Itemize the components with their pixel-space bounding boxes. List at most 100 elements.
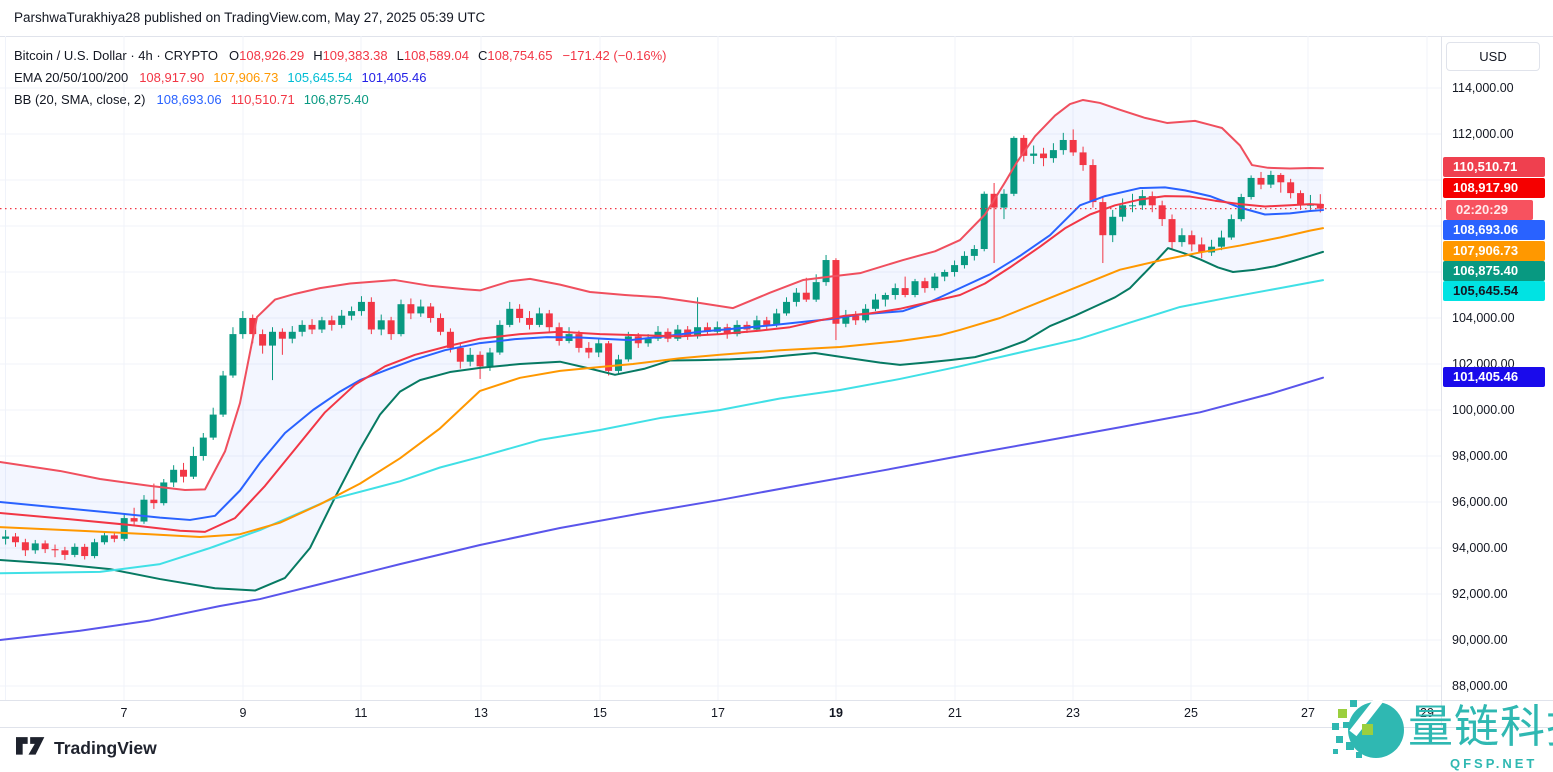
candle bbox=[1188, 230, 1196, 252]
tradingview-logo-text: TradingView bbox=[54, 737, 157, 758]
y-axis-label: 88,000.00 bbox=[1452, 679, 1508, 693]
candle bbox=[387, 316, 395, 340]
x-axis-label: 7 bbox=[120, 706, 128, 720]
y-axis-label: 96,000.00 bbox=[1452, 495, 1508, 509]
bb-value: 108,693.06 bbox=[156, 92, 222, 107]
brand-watermark-domain: QFSP.NET bbox=[1450, 756, 1538, 771]
chart-plot-area[interactable] bbox=[0, 36, 1441, 700]
candle bbox=[1257, 171, 1265, 190]
candle bbox=[506, 301, 514, 328]
time-axis-divider bbox=[0, 700, 1553, 701]
candle bbox=[466, 347, 474, 367]
candle bbox=[1217, 230, 1225, 251]
candle bbox=[150, 483, 158, 509]
brand-logo-icon bbox=[1332, 695, 1406, 762]
brand-watermark-text: 量链科技 bbox=[1408, 701, 1553, 752]
x-axis-label: 13 bbox=[474, 706, 488, 720]
candle bbox=[555, 322, 563, 346]
ema-value: 108,917.90 bbox=[139, 70, 205, 85]
publisher-line: ParshwaTurakhiya28 published on TradingV… bbox=[14, 10, 486, 25]
candle bbox=[921, 277, 929, 293]
indicator-line-ema-20 bbox=[0, 195, 1324, 533]
candle bbox=[1297, 190, 1305, 210]
bb-value: 110,510.71 bbox=[230, 92, 295, 107]
indicator-line-ema-50 bbox=[0, 227, 1324, 538]
y-axis-label: 90,000.00 bbox=[1452, 633, 1508, 647]
candle bbox=[268, 327, 276, 381]
candle bbox=[61, 546, 69, 560]
candle bbox=[1277, 173, 1285, 193]
legend-ema-row[interactable]: EMA 20/50/100/200 108,917.90 107,906.73 105… bbox=[14, 67, 667, 89]
candle bbox=[1227, 214, 1235, 240]
candle bbox=[81, 543, 89, 560]
candle bbox=[585, 342, 593, 359]
tradingview-logo-icon bbox=[16, 737, 45, 755]
y-axis-label: 98,000.00 bbox=[1452, 449, 1508, 463]
candle bbox=[288, 326, 296, 344]
candle bbox=[219, 370, 227, 417]
legend-bb-row[interactable]: BB (20, SMA, close, 2) 108,693.06 110,510.… bbox=[14, 89, 667, 111]
x-axis-label: 29 bbox=[1420, 706, 1434, 720]
footer-divider bbox=[0, 727, 1553, 728]
brand-watermark: 量链科技 QFSP.NET bbox=[1332, 695, 1553, 772]
candle bbox=[1059, 132, 1067, 155]
candle bbox=[624, 331, 632, 362]
header-divider bbox=[0, 36, 1553, 37]
ema-value: 105,645.54 bbox=[287, 70, 353, 85]
candle bbox=[239, 311, 247, 339]
bb-value: 106,875.40 bbox=[303, 92, 369, 107]
candle bbox=[535, 307, 543, 328]
candle bbox=[308, 319, 316, 335]
candle bbox=[723, 323, 731, 339]
candle bbox=[357, 296, 365, 316]
currency-unit-button[interactable]: USD bbox=[1446, 42, 1540, 71]
y-axis-label: 94,000.00 bbox=[1452, 541, 1508, 555]
candle bbox=[397, 299, 405, 337]
price-badge: 107,906.73 bbox=[1443, 241, 1545, 261]
y-axis-label: 92,000.00 bbox=[1452, 587, 1508, 601]
candle bbox=[1306, 194, 1314, 210]
candle bbox=[130, 507, 138, 527]
y-axis-label: 114,000.00 bbox=[1452, 81, 1514, 95]
x-axis-label: 11 bbox=[354, 706, 368, 720]
price-badge: 108,693.06 bbox=[1443, 220, 1545, 240]
candle bbox=[417, 299, 425, 317]
candle bbox=[832, 258, 840, 341]
candle bbox=[911, 278, 919, 298]
indicator-line-bb-upper bbox=[0, 98, 1324, 492]
candle bbox=[51, 544, 59, 558]
candle bbox=[318, 316, 326, 333]
candle bbox=[1049, 143, 1057, 163]
x-axis-label: 9 bbox=[239, 706, 247, 720]
candle bbox=[437, 313, 445, 336]
ema-value: 101,405.46 bbox=[361, 70, 427, 85]
legend-symbol-row[interactable]: Bitcoin / U.S. Dollar · 4h · CRYPTO O108,… bbox=[14, 45, 667, 67]
tradingview-logo[interactable]: TradingView bbox=[16, 737, 157, 759]
candle bbox=[1069, 129, 1077, 156]
candle bbox=[703, 322, 711, 336]
candle bbox=[31, 539, 39, 554]
candle bbox=[545, 309, 553, 332]
candle bbox=[160, 479, 168, 506]
ohlc-letter: H bbox=[313, 48, 323, 63]
candle bbox=[960, 251, 968, 269]
ohlc-letter: O bbox=[228, 48, 240, 63]
ohlc-letter: L bbox=[396, 48, 404, 63]
price-badge: 110,510.71 bbox=[1443, 157, 1545, 177]
symbol-title: Bitcoin / U.S. Dollar · 4h · CRYPTO bbox=[14, 48, 218, 63]
candle bbox=[170, 465, 178, 488]
candle bbox=[595, 338, 603, 358]
candle bbox=[881, 292, 889, 307]
candle bbox=[1109, 209, 1117, 243]
candle bbox=[259, 329, 267, 354]
candle bbox=[278, 328, 286, 355]
candle bbox=[941, 269, 949, 282]
candle bbox=[1040, 147, 1048, 167]
price-change: −171.42 (−0.16%) bbox=[562, 48, 667, 63]
candle bbox=[1128, 193, 1136, 213]
candle bbox=[1158, 200, 1166, 226]
candle bbox=[209, 407, 217, 440]
candle bbox=[120, 513, 128, 542]
indicator-line-ema-200 bbox=[0, 376, 1324, 641]
